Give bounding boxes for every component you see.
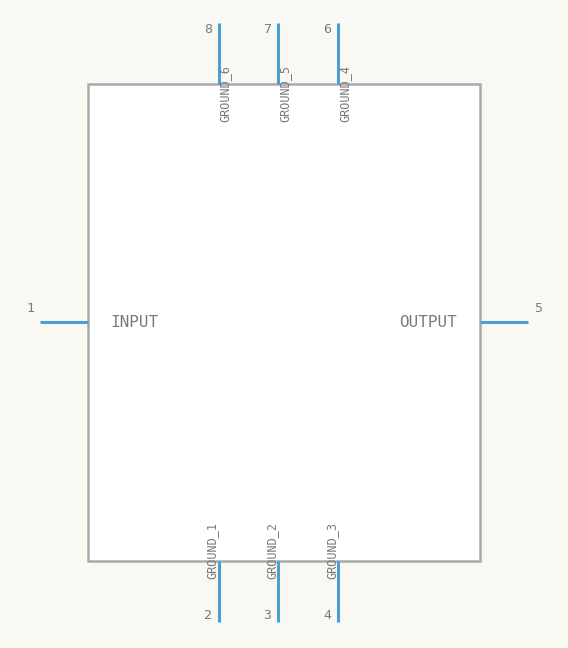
Text: 1: 1 [26, 301, 34, 315]
Text: 8: 8 [204, 23, 212, 36]
Text: GROUND_4: GROUND_4 [338, 65, 351, 122]
Text: 7: 7 [264, 23, 272, 36]
Text: 5: 5 [534, 301, 542, 315]
Text: 4: 4 [323, 609, 331, 622]
Text: GROUND_5: GROUND_5 [278, 65, 291, 122]
Text: 3: 3 [264, 609, 272, 622]
Bar [88, 84, 480, 561]
Text: OUTPUT: OUTPUT [399, 315, 457, 330]
Text: 2: 2 [204, 609, 212, 622]
Text: 6: 6 [323, 23, 331, 36]
Text: GROUND_3: GROUND_3 [325, 522, 338, 579]
Text: GROUND_6: GROUND_6 [219, 65, 232, 122]
Text: GROUND_2: GROUND_2 [265, 522, 278, 579]
Text: GROUND_1: GROUND_1 [206, 522, 219, 579]
Text: INPUT: INPUT [111, 315, 159, 330]
